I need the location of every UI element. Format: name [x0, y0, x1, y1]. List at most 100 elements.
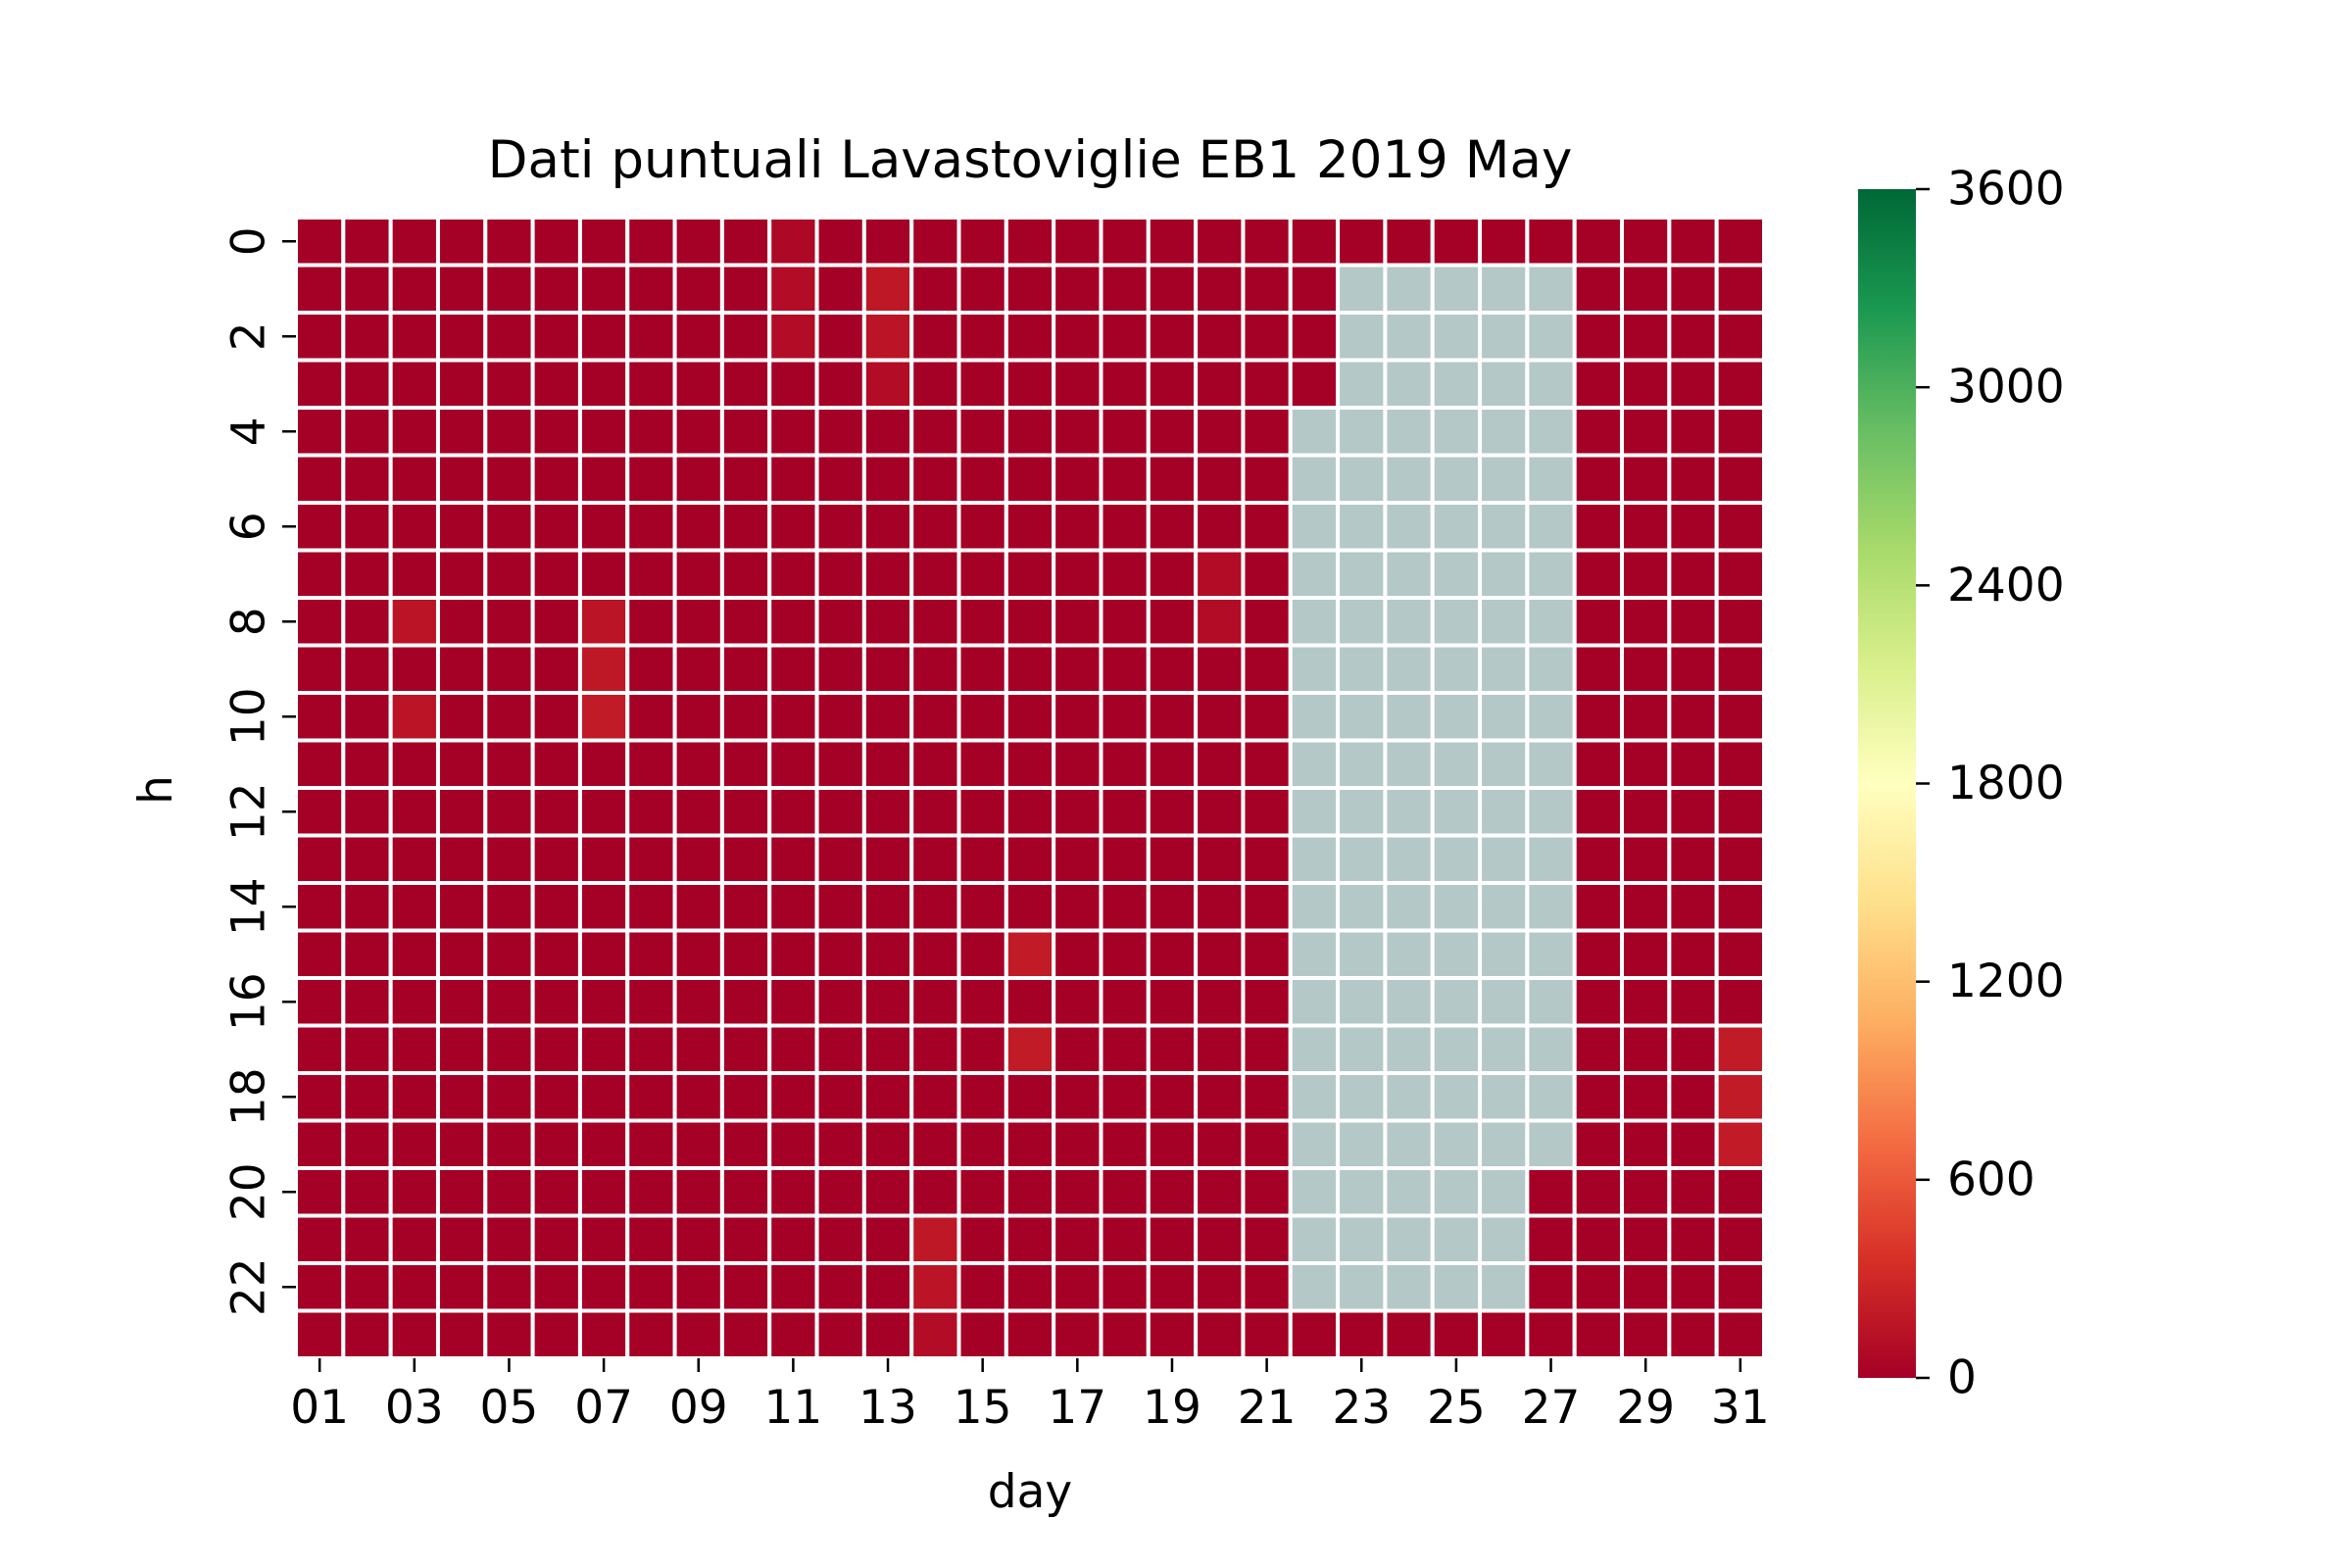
heatmap-cell — [1099, 311, 1151, 363]
heatmap-cell — [861, 406, 914, 458]
heatmap-cell — [1004, 928, 1056, 980]
heatmap-cell — [1620, 1308, 1672, 1360]
heatmap-cell — [530, 453, 582, 505]
heatmap-cell — [1620, 358, 1672, 410]
heatmap-cell — [1241, 1118, 1293, 1170]
heatmap-cell — [956, 1071, 1008, 1123]
heatmap-cell — [1714, 1118, 1766, 1170]
heatmap-cell — [435, 881, 488, 933]
heatmap-cell — [1667, 881, 1719, 933]
heatmap-cell — [672, 358, 724, 410]
heatmap-cell-missing — [1430, 1261, 1483, 1313]
heatmap-cell — [435, 1118, 488, 1170]
heatmap-cell — [388, 216, 440, 268]
heatmap-cell — [1288, 216, 1341, 268]
heatmap-cell — [1478, 216, 1530, 268]
colorbar-tick-label: 1200 — [1947, 955, 2065, 1008]
heatmap-cell — [909, 596, 961, 648]
heatmap-cell — [1052, 1071, 1103, 1123]
heatmap-cell — [1194, 263, 1246, 315]
colorbar-gradient — [1858, 189, 1916, 1378]
heatmap-cell-missing — [1478, 881, 1530, 933]
heatmap-cell — [1572, 786, 1625, 838]
heatmap-cell — [1667, 453, 1719, 505]
heatmap-cell-missing — [1383, 453, 1435, 505]
heatmap-cell — [1667, 1166, 1719, 1218]
heatmap-cell — [1052, 216, 1103, 268]
heatmap-cell — [909, 263, 961, 315]
heatmap-cell — [577, 691, 630, 743]
heatmap-cell — [1620, 501, 1672, 553]
heatmap-cell-missing — [1478, 263, 1530, 315]
heatmap-cell — [577, 358, 630, 410]
heatmap-cell — [1052, 738, 1103, 790]
heatmap-cell — [672, 1213, 724, 1265]
heatmap-cell-missing — [1383, 1166, 1435, 1218]
heatmap-cell — [294, 643, 346, 695]
heatmap-cell-missing — [1478, 311, 1530, 363]
x-tick-label: 15 — [954, 1381, 1012, 1435]
heatmap-cell — [577, 311, 630, 363]
heatmap-cell-missing — [1525, 548, 1577, 600]
heatmap-cell — [814, 691, 866, 743]
heatmap-cell — [1194, 311, 1246, 363]
heatmap-cell — [719, 311, 772, 363]
heatmap-cell — [294, 406, 346, 458]
heatmap-cell — [1667, 1071, 1719, 1123]
heatmap-cell-missing — [1336, 1023, 1388, 1075]
heatmap-cell — [719, 1118, 772, 1170]
heatmap-cell — [1052, 1213, 1103, 1265]
heatmap-cell — [530, 1166, 582, 1218]
heatmap-cell — [861, 596, 914, 648]
heatmap-cell — [483, 1261, 535, 1313]
heatmap-cell-missing — [1478, 548, 1530, 600]
heatmap-cell — [1620, 833, 1672, 885]
heatmap-cell — [1241, 1166, 1293, 1218]
heatmap-cell — [341, 786, 393, 838]
x-tick-label: 17 — [1048, 1381, 1106, 1435]
heatmap-cell-missing — [1525, 406, 1577, 458]
heatmap-cell — [1572, 1023, 1625, 1075]
heatmap-cell — [1099, 738, 1151, 790]
heatmap-cell — [909, 786, 961, 838]
heatmap-cell — [767, 406, 819, 458]
y-tick-label: 4 — [222, 416, 276, 446]
heatmap-cell — [1052, 358, 1103, 410]
heatmap-cell-missing — [1383, 1213, 1435, 1265]
heatmap-cell — [388, 1213, 440, 1265]
heatmap-cell-missing — [1288, 881, 1341, 933]
heatmap-cell — [1194, 691, 1246, 743]
heatmap-cell — [1525, 1308, 1577, 1360]
heatmap-cell — [1572, 643, 1625, 695]
heatmap-cell — [909, 1308, 961, 1360]
heatmap-cell — [1572, 596, 1625, 648]
y-tick-label: 10 — [222, 687, 276, 746]
heatmap-cell — [672, 596, 724, 648]
heatmap-cell — [388, 691, 440, 743]
heatmap-cell-missing — [1336, 928, 1388, 980]
heatmap-cell — [814, 1166, 866, 1218]
heatmap-cell — [909, 453, 961, 505]
heatmap-cell — [1288, 311, 1341, 363]
heatmap-cell — [388, 501, 440, 553]
heatmap-cell — [1383, 1308, 1435, 1360]
heatmap-cell — [577, 976, 630, 1028]
heatmap-cell — [861, 216, 914, 268]
heatmap-cell — [1241, 406, 1293, 458]
heatmap-cell — [1052, 1166, 1103, 1218]
heatmap-cell-missing — [1383, 928, 1435, 980]
heatmap-cell — [814, 1261, 866, 1313]
heatmap-cell — [483, 738, 535, 790]
heatmap-cell-missing — [1525, 786, 1577, 838]
heatmap-cell — [1714, 881, 1766, 933]
heatmap-cell — [577, 1308, 630, 1360]
heatmap-cell-missing — [1288, 928, 1341, 980]
heatmap-cell — [1667, 928, 1719, 980]
heatmap-cell-missing — [1478, 928, 1530, 980]
x-tick-label: 25 — [1427, 1381, 1486, 1435]
heatmap-cell — [1241, 501, 1293, 553]
heatmap-cell — [341, 311, 393, 363]
heatmap-cell — [1146, 643, 1199, 695]
heatmap-cell — [909, 548, 961, 600]
heatmap-cell-missing — [1288, 786, 1341, 838]
